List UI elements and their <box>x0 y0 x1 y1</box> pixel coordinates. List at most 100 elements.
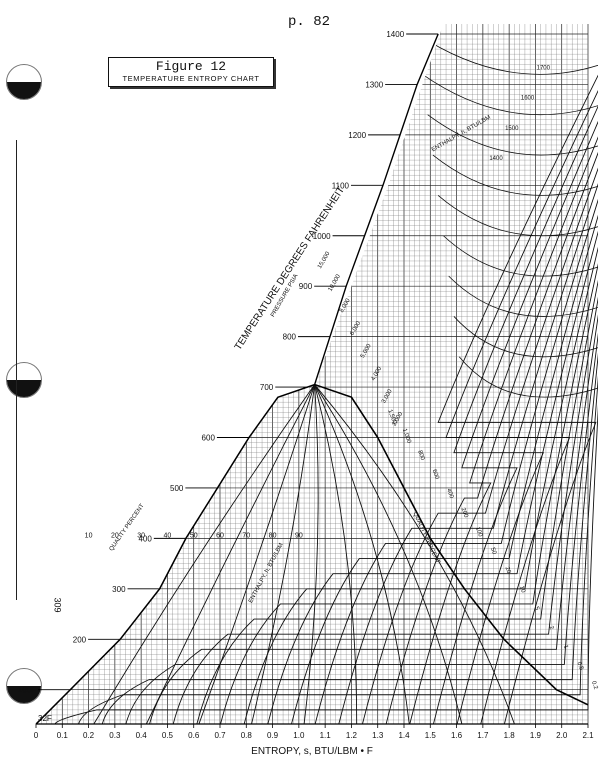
quality-caption: QUALITY PERCENT <box>109 503 146 553</box>
quality-label: 10 <box>85 532 93 539</box>
quality-line <box>314 384 358 724</box>
isobar-line <box>437 69 598 724</box>
x-tick-label: 0.3 <box>109 731 121 740</box>
quality-line <box>198 384 316 724</box>
x-tick-label: 1.6 <box>451 731 463 740</box>
y-tick-label: 400 <box>138 534 152 543</box>
quality-line <box>314 384 463 724</box>
pressure-label: 10 <box>518 585 526 594</box>
isobar-line <box>172 281 598 724</box>
y-tick-label: 1100 <box>332 181 350 190</box>
quality-label: 20 <box>111 532 119 539</box>
y-tick-label: 800 <box>283 333 297 342</box>
y-axis-title: TEMPERATURE DEGREES FAHRENHEIT <box>233 185 347 353</box>
pressure-label: 20 <box>503 566 511 575</box>
quality-line <box>251 384 316 724</box>
enthalpy-line <box>422 74 598 116</box>
isobar-line <box>445 84 598 724</box>
x-tick-label: 0.1 <box>57 731 69 740</box>
quality-line <box>93 384 315 724</box>
pressure-label: 1,000 <box>401 428 412 445</box>
x-tick-label: 2.0 <box>556 731 568 740</box>
pressure-label: 0.5 <box>575 661 584 672</box>
quality-label: 90 <box>295 532 303 539</box>
y-tick-label: 200 <box>73 635 87 644</box>
x-tick-label: 1.8 <box>504 731 516 740</box>
pressure-label: 600 <box>431 469 440 481</box>
pressure-label: 800 <box>416 450 425 462</box>
pressure-label: 0.2 <box>590 680 599 691</box>
x-tick-label: 1.3 <box>372 731 384 740</box>
x-tick-label: 0 <box>34 731 39 740</box>
y-tick-label: 600 <box>202 434 216 443</box>
y-tick-label: 1400 <box>386 30 404 39</box>
isobar-line <box>196 265 598 724</box>
y-tick-label: 1200 <box>348 131 366 140</box>
enthalpy-line <box>458 356 598 398</box>
isobar-line <box>220 250 598 724</box>
page-number: p. 82 <box>288 14 331 30</box>
enthalpy-line <box>416 33 598 75</box>
quality-line <box>314 384 410 724</box>
y-tick-label-32f: 32F <box>38 714 52 723</box>
x-tick-label: 2.1 <box>582 731 594 740</box>
figure-title: TEMPERATURE ENTROPY CHART <box>122 74 260 83</box>
binder-hole-icon <box>6 64 42 100</box>
isobar-line <box>385 144 598 724</box>
quality-label: 40 <box>164 532 172 539</box>
x-tick-label: 1.0 <box>293 731 305 740</box>
enthalpy-line <box>443 235 598 277</box>
enthalpy-caption: ENTHALPY, h, BTU/LBM <box>248 542 285 604</box>
x-tick-label: 0.7 <box>214 731 226 740</box>
enthalpy-label: 1700 <box>537 65 551 71</box>
pressure-label: 100 <box>474 526 483 538</box>
y-tick-label: 500 <box>170 484 184 493</box>
isobar-line <box>362 159 598 724</box>
figure-title-box: Figure 12 TEMPERATURE ENTROPY CHART <box>108 57 274 87</box>
quality-line <box>303 384 319 724</box>
x-tick-label: 0.2 <box>83 731 95 740</box>
quality-line <box>145 384 316 724</box>
quality-label: 70 <box>242 532 250 539</box>
quality-label: 30 <box>137 532 145 539</box>
x-tick-label: 0.9 <box>267 731 279 740</box>
isobar-line <box>149 296 598 724</box>
x-axis-title: ENTROPY, s, BTU/LBM • F <box>251 746 373 757</box>
y-tick-label: 100F <box>18 686 36 695</box>
pressure-label: 400 <box>445 488 454 500</box>
margin-rule <box>16 140 18 600</box>
x-tick-label: 1.2 <box>346 731 358 740</box>
pressure-label: 50 <box>489 547 497 556</box>
isobar-line <box>54 356 598 724</box>
x-tick-label: 0.6 <box>188 731 200 740</box>
y-tick-label: 700 <box>260 383 274 392</box>
pressure-label: 1 <box>562 644 569 650</box>
isobar-line <box>243 235 598 724</box>
enthalpy-label: 1500 <box>505 126 519 132</box>
quality-line <box>314 384 515 724</box>
isobar-line <box>453 99 598 724</box>
isobar-line <box>291 205 598 724</box>
x-tick-label: 1.4 <box>398 731 410 740</box>
y-tick-label: 1000 <box>313 232 331 241</box>
x-tick-label: 0.8 <box>241 731 253 740</box>
x-tick-label: 1.5 <box>425 731 437 740</box>
pressure-label: 10,000 <box>328 273 343 292</box>
enthalpy-label: 1400 <box>489 156 503 162</box>
enthalpy-line <box>448 275 598 317</box>
y-tick-label: 900 <box>299 282 313 291</box>
pressure-label: 5 <box>533 606 540 612</box>
x-tick-label: 1.1 <box>320 731 332 740</box>
isobar-line <box>433 114 598 724</box>
x-tick-label: 0.4 <box>136 731 148 740</box>
enthalpy-line <box>427 114 598 156</box>
enthalpy-line <box>432 154 598 196</box>
quality-label: 60 <box>216 532 224 539</box>
isobar-line <box>314 190 598 724</box>
quality-label: 80 <box>269 532 277 539</box>
isobar-line <box>267 220 598 724</box>
isobar-line <box>101 326 598 724</box>
pressure-label: 200 <box>460 507 469 519</box>
isobar-line <box>78 341 598 724</box>
binder-hole-icon <box>6 668 42 704</box>
